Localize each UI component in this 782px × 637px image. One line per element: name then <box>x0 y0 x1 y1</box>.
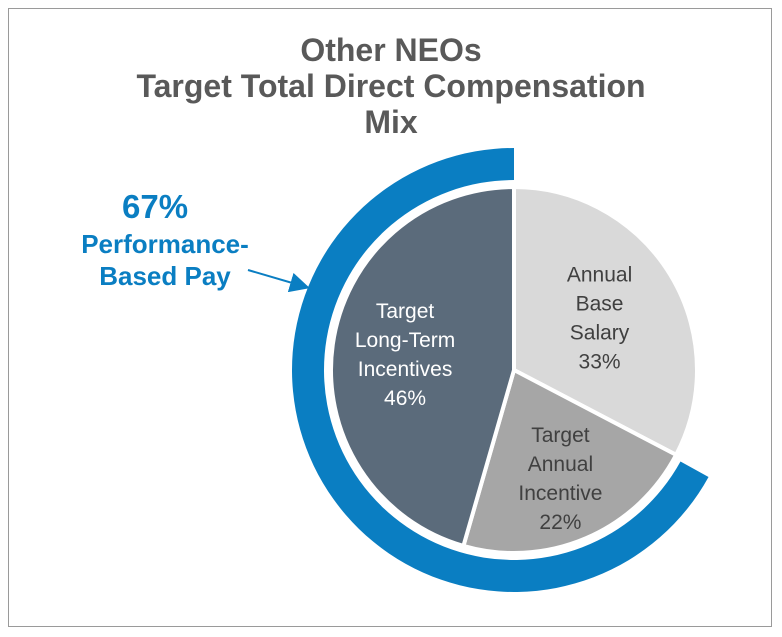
pointer-arrow <box>247 269 310 293</box>
slice-name-line: Salary <box>570 322 630 345</box>
pie-slice <box>512 184 699 458</box>
slice-label: Target Long-Term Incentives 46% <box>355 300 455 410</box>
slice-name-line: Long-Term <box>355 329 455 352</box>
slice-name-line: Base <box>576 293 624 316</box>
slice-value-label: 22% <box>539 511 581 534</box>
performance-label-line-1: Performance- <box>81 229 249 259</box>
slice-name-line: Annual <box>567 264 632 287</box>
chart-title: Other NEOs Target Total Direct Compensat… <box>0 32 782 140</box>
slice-name-line: Target <box>531 424 590 447</box>
pie-slice <box>329 184 516 549</box>
slice-value-label: 33% <box>579 351 621 374</box>
performance-percentage: 67% <box>122 188 189 225</box>
title-line-3: Mix <box>364 104 418 140</box>
pie-slice <box>460 367 679 555</box>
slice-name-line: Incentives <box>358 358 453 381</box>
slice-name-line: Incentive <box>518 482 602 505</box>
slice-label: Target Annual Incentive 22% <box>518 424 602 534</box>
title-line-2: Target Total Direct Compensation <box>136 68 646 104</box>
slice-value-label: 46% <box>384 387 426 410</box>
slice-name-line: Annual <box>528 453 593 476</box>
slice-label: Annual Base Salary 33% <box>567 264 632 374</box>
title-line-1: Other NEOs <box>300 32 482 68</box>
slice-name-line: Target <box>376 300 435 323</box>
performance-label: Performance- Based Pay <box>50 228 280 292</box>
performance-label-line-2: Based Pay <box>99 261 231 291</box>
